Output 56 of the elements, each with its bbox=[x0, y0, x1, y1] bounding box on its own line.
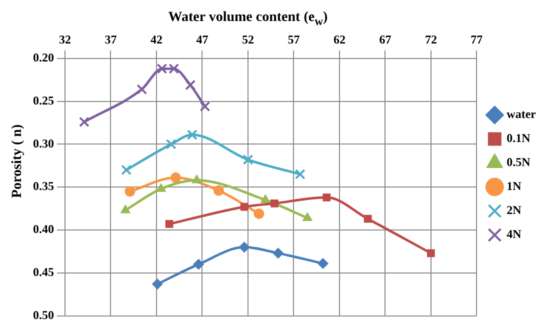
point bbox=[78, 116, 90, 128]
legend-label: 2N bbox=[506, 203, 522, 218]
point bbox=[120, 205, 130, 214]
point bbox=[239, 242, 250, 252]
legend-label: 0.5N bbox=[506, 155, 531, 170]
legend-label: 1N bbox=[506, 179, 522, 194]
point bbox=[302, 212, 312, 221]
y-axis-title: Porosity ( n) bbox=[10, 124, 26, 198]
legend-label: 0.1N bbox=[506, 131, 531, 146]
point bbox=[192, 174, 202, 184]
y-tick-label: 0.50 bbox=[33, 308, 54, 322]
y-tick-label: 0.40 bbox=[33, 222, 54, 236]
point bbox=[193, 259, 204, 270]
point bbox=[242, 154, 254, 165]
point bbox=[168, 63, 180, 74]
point bbox=[124, 186, 136, 197]
point bbox=[152, 278, 163, 290]
point bbox=[213, 185, 224, 196]
point bbox=[200, 101, 210, 112]
x-tick-label: 32 bbox=[59, 32, 71, 46]
point bbox=[186, 130, 198, 140]
y-tick-label: 0.20 bbox=[33, 50, 54, 64]
x-tick-label: 47 bbox=[196, 32, 208, 46]
y-tick-label: 0.45 bbox=[33, 264, 54, 279]
point bbox=[156, 184, 166, 192]
x-tick-label: 77 bbox=[470, 32, 483, 46]
point bbox=[318, 258, 328, 269]
x-tick-label: 62 bbox=[333, 32, 346, 46]
y-tick-label: 0.30 bbox=[33, 136, 54, 150]
x-tick-label: 52 bbox=[242, 32, 254, 46]
point bbox=[260, 194, 270, 203]
x-tick-label: 67 bbox=[379, 32, 392, 46]
x-tick-label: 72 bbox=[424, 32, 437, 46]
legend-label: water bbox=[506, 107, 537, 122]
point bbox=[364, 214, 372, 223]
x-axis-title: Water volume content (e$_{w}$) bbox=[167, 10, 329, 28]
point bbox=[272, 248, 284, 258]
point bbox=[322, 193, 331, 202]
point bbox=[294, 168, 306, 180]
x-tick-label: 57 bbox=[288, 32, 300, 46]
x-tick-label: 37 bbox=[104, 32, 117, 46]
point bbox=[270, 199, 278, 208]
point bbox=[170, 172, 181, 183]
y-tick-label: 0.35 bbox=[33, 179, 54, 194]
point bbox=[254, 208, 264, 219]
legend-label: 4N bbox=[506, 227, 522, 242]
point bbox=[240, 202, 248, 211]
point bbox=[427, 249, 435, 258]
point bbox=[165, 220, 174, 228]
point bbox=[156, 63, 168, 74]
point bbox=[166, 138, 176, 150]
point bbox=[136, 84, 148, 95]
y-tick-label: 0.25 bbox=[33, 93, 54, 108]
point bbox=[121, 164, 132, 176]
x-tick-label: 42 bbox=[150, 32, 162, 46]
point bbox=[185, 80, 196, 90]
